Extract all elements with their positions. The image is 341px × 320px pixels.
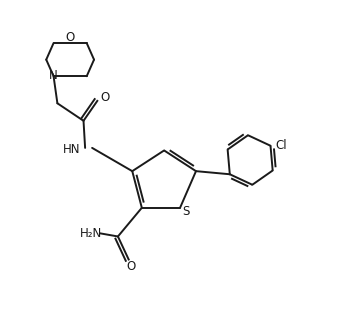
Text: HN: HN [63,143,80,156]
Text: O: O [126,260,135,273]
Text: O: O [65,31,75,44]
Text: Cl: Cl [275,139,287,152]
Text: S: S [183,205,190,218]
Text: H₂N: H₂N [80,227,102,240]
Text: N: N [49,69,58,82]
Text: O: O [100,91,110,104]
